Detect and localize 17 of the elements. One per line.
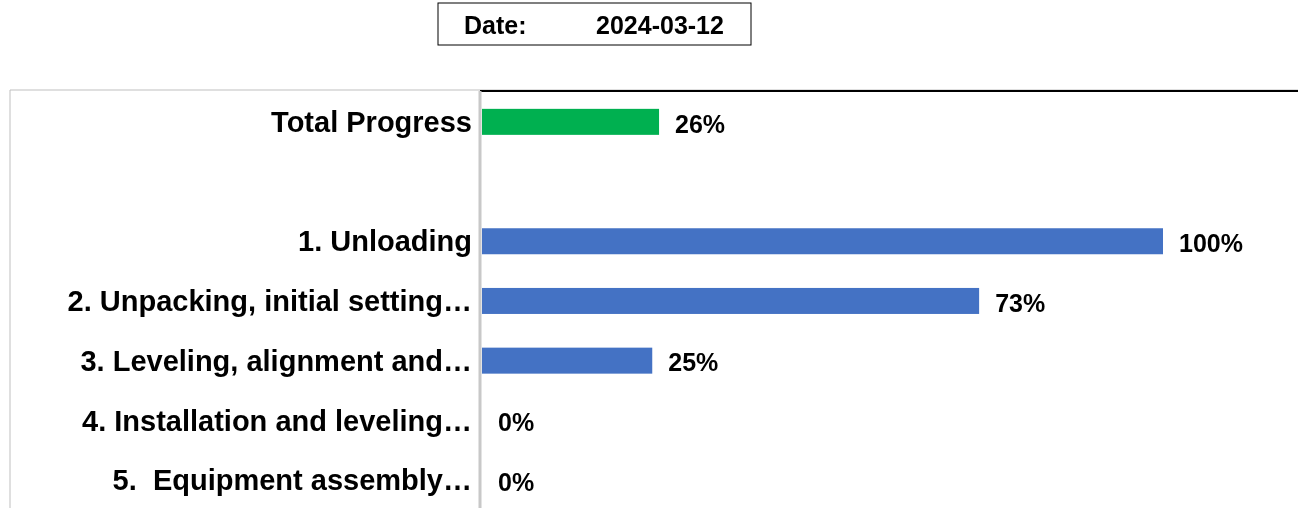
data-label: 0% xyxy=(498,467,535,496)
bar xyxy=(482,287,980,314)
data-label: 25% xyxy=(668,348,719,377)
y-tick-label: 4. Installation and leveling… xyxy=(82,404,472,437)
data-label: 26% xyxy=(675,109,726,138)
bar xyxy=(482,347,653,374)
data-label: 100% xyxy=(1179,229,1243,257)
data-label: 73% xyxy=(995,288,1046,317)
chart-title: Date: 2024-03-12 xyxy=(464,10,724,39)
bar xyxy=(482,108,660,135)
y-tick-label: 3. Leveling, alignment and… xyxy=(80,344,472,377)
bar xyxy=(482,228,1163,255)
y-tick-label: 2. Unpacking, initial setting… xyxy=(67,285,472,318)
y-tick-label: Total Progress xyxy=(271,106,472,138)
data-label: 0% xyxy=(498,408,535,437)
y-tick-label: 5. Equipment assembly… xyxy=(112,464,472,497)
y-tick-label: 1. Unloading xyxy=(298,225,472,258)
